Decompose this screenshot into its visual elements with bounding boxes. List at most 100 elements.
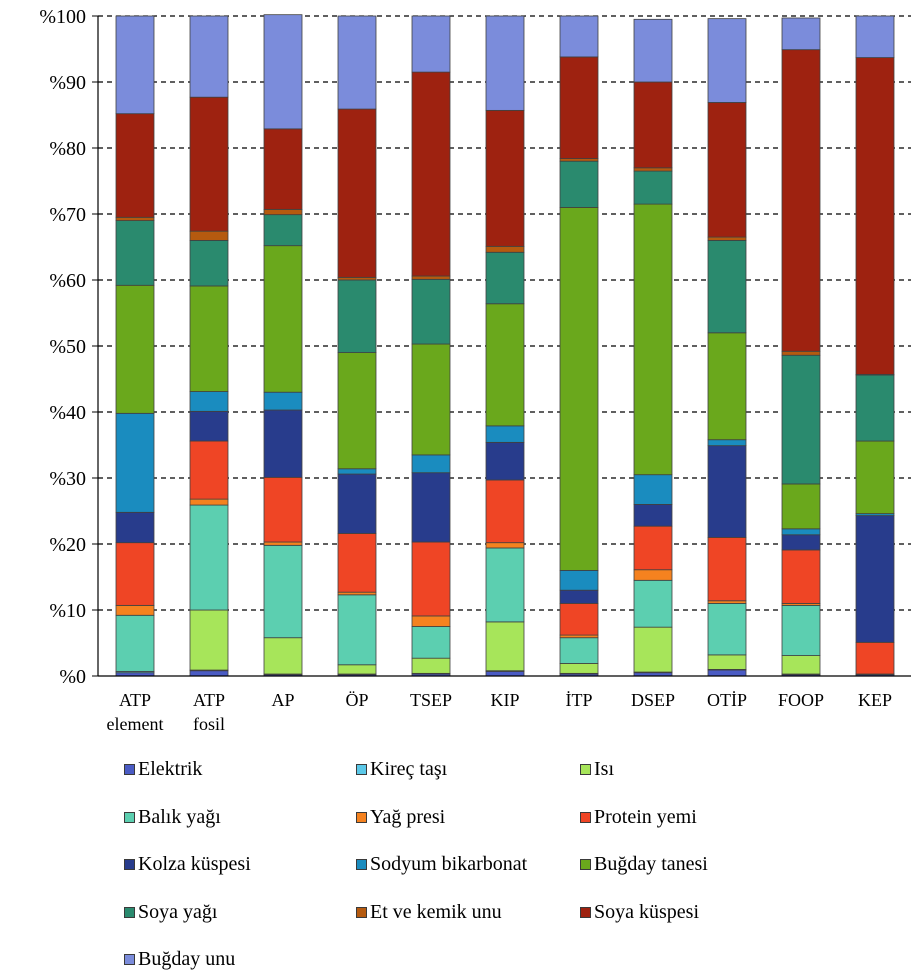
x-tick-label: TSEP — [410, 690, 452, 710]
legend-label: Kolza küspesi — [138, 853, 251, 875]
bar-segment — [115, 216, 155, 222]
bar-segment — [263, 637, 303, 675]
bar-segment — [189, 504, 229, 611]
bar-segment — [411, 15, 451, 73]
bar-segment — [411, 615, 451, 627]
bar-segment — [781, 350, 821, 356]
bar-segment — [263, 14, 303, 130]
x-tick-label: İTP — [566, 690, 593, 710]
legend-item: Buğday unu — [124, 948, 235, 971]
bar-segment — [559, 56, 599, 159]
bar-segment — [337, 352, 377, 470]
bar-segment — [855, 374, 895, 442]
legend-label: Sodyum bikarbonat — [370, 853, 528, 875]
bar-segment — [189, 15, 229, 98]
bar-segment — [411, 454, 451, 474]
bar-segment — [633, 474, 673, 505]
legend-swatch — [356, 859, 367, 870]
legend-swatch — [356, 906, 367, 918]
legend-label: Isı — [594, 758, 614, 780]
legend-label: Kireç taşı — [370, 758, 448, 780]
bar-segment — [411, 657, 451, 674]
bar-segment — [633, 579, 673, 628]
bar-segment — [781, 604, 821, 656]
bar-segment — [781, 17, 821, 51]
bar-segment — [411, 343, 451, 456]
legend-item: Elektrik — [124, 758, 202, 781]
bar-segment — [781, 49, 821, 352]
bar-segment — [115, 284, 155, 414]
bar-segment — [485, 109, 525, 247]
bar-segment — [337, 468, 377, 475]
bar-segment — [707, 603, 747, 656]
x-tick-label: AP — [271, 690, 294, 710]
bar-segment — [485, 441, 525, 481]
y-tick-label: %90 — [49, 72, 86, 94]
legend-swatch — [356, 811, 367, 823]
legend-item: Buğday tanesi — [580, 853, 708, 876]
legend-item: Kireç taşı — [356, 758, 447, 781]
bar-segment — [707, 236, 747, 241]
bar-segment — [485, 425, 525, 443]
bar-segment — [633, 170, 673, 205]
legend-label: Soya yağı — [138, 900, 218, 923]
bar-segment — [411, 275, 451, 280]
bar-segment — [189, 498, 229, 506]
bar-segment — [263, 208, 303, 216]
legend-label: Buğday unu — [138, 948, 236, 970]
legend-swatch — [580, 811, 591, 823]
x-tick-label: OTİP — [707, 690, 747, 710]
bar-segment — [781, 655, 821, 675]
legend-label: Elektrik — [138, 758, 203, 780]
legend-item: Protein yemi — [580, 806, 697, 829]
bar-segment — [189, 239, 229, 287]
x-tick-label: ATP fosil — [193, 690, 225, 734]
bar-segment — [411, 278, 451, 345]
bar-segment — [559, 570, 599, 591]
legend-item: Soya küspesi — [580, 901, 699, 924]
bar-segment — [337, 15, 377, 110]
legend-swatch — [580, 859, 591, 870]
legend-item: Isı — [580, 758, 614, 781]
bar-segment — [855, 440, 895, 515]
y-tick-label: %60 — [49, 270, 86, 292]
bar-segment — [485, 251, 525, 305]
bar-segment — [337, 664, 377, 675]
bar-segment — [263, 541, 303, 546]
bar-segment — [633, 569, 673, 581]
bar-segment — [633, 525, 673, 571]
legend-label: Protein yemi — [594, 805, 697, 828]
bar-segment — [337, 108, 377, 278]
legend-label: Et ve kemik unu — [370, 900, 502, 923]
bar-segment — [781, 534, 821, 551]
legend-item: Soya yağı — [124, 901, 217, 924]
bar-segment — [633, 18, 673, 83]
bar-segment — [559, 589, 599, 604]
bar-segment — [337, 473, 377, 534]
y-tick-label: %0 — [59, 666, 86, 688]
y-tick-label: %30 — [49, 468, 86, 490]
bar-segment — [337, 279, 377, 353]
bar-segment — [485, 245, 525, 253]
bar-segment — [707, 439, 747, 447]
bar-segment — [855, 15, 895, 58]
bar-segment — [559, 603, 599, 636]
bar-segment — [263, 214, 303, 247]
bar-segment — [189, 670, 229, 677]
bar-segment — [263, 409, 303, 478]
bar-segment — [263, 544, 303, 639]
legend-swatch — [580, 906, 591, 918]
bar-segment — [707, 102, 747, 238]
x-tick-label: KEP — [858, 690, 892, 710]
bar-segment — [707, 654, 747, 670]
y-tick-label: %50 — [49, 336, 86, 358]
bar-segment — [189, 440, 229, 500]
legend-swatch — [124, 906, 135, 918]
bar-segment — [781, 354, 821, 485]
legend-item: Yağ presi — [356, 806, 445, 829]
y-tick-label: %40 — [49, 402, 86, 424]
bar-segment — [189, 285, 229, 392]
bar-segment — [411, 541, 451, 617]
legend-swatch — [124, 859, 135, 870]
bar-segment — [115, 113, 155, 218]
